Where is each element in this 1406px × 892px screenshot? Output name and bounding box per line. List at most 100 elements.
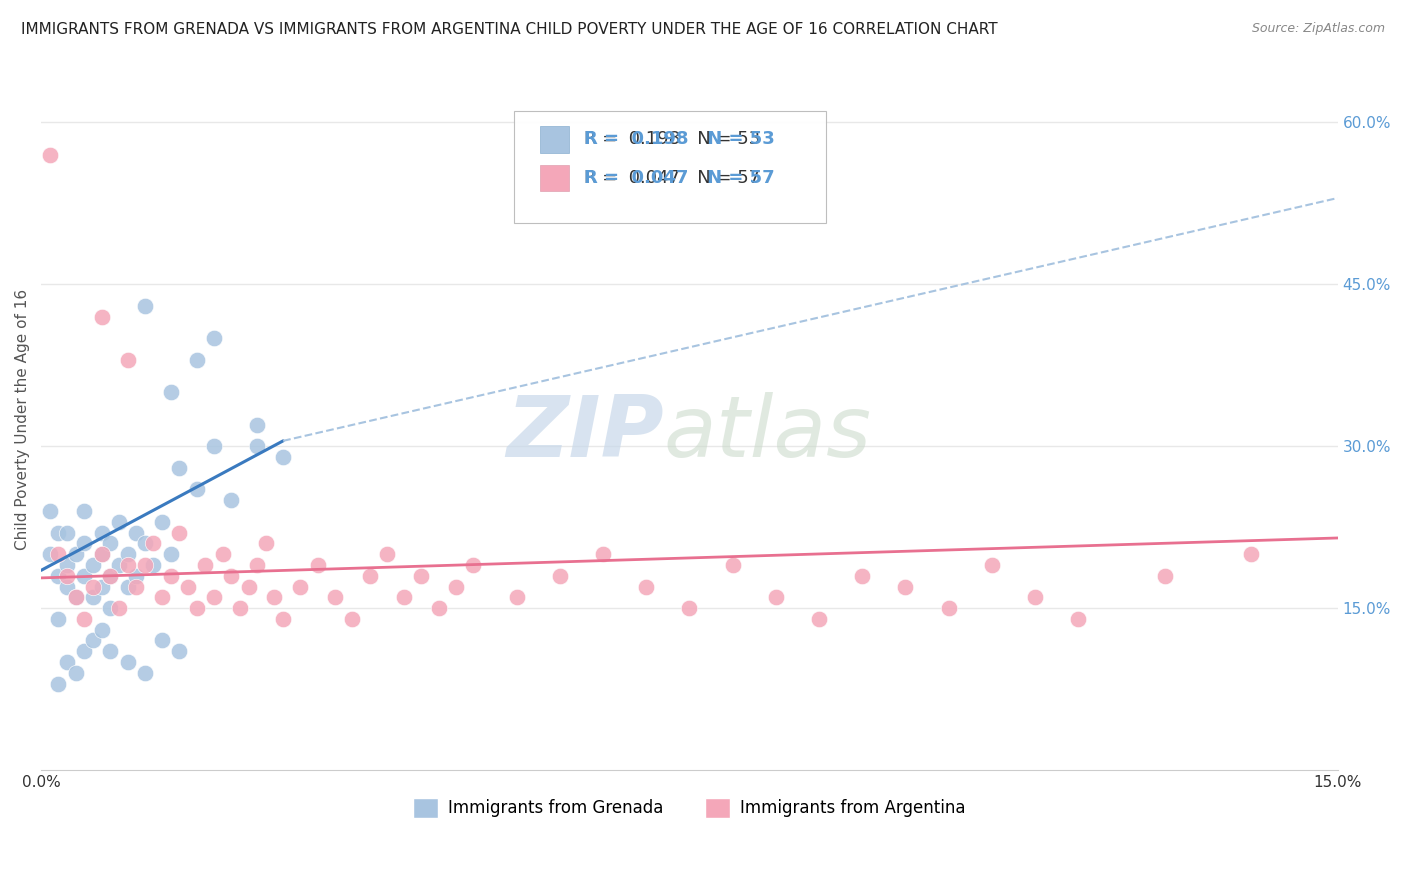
Point [246,439,269,453]
Point [150,633,173,648]
Point [271,450,294,464]
Point [202,331,225,345]
Point [505,591,527,605]
Point [98,568,121,582]
Point [90,310,112,324]
Point [82,591,104,605]
Point [108,558,131,572]
Point [238,580,260,594]
Point [73,504,96,518]
Point [134,299,156,313]
Point [159,385,181,400]
Point [202,439,225,453]
Point [134,558,156,572]
Point [169,644,191,658]
Point [56,558,79,572]
Point [1153,568,1175,582]
Point [125,568,148,582]
Point [125,525,148,540]
Point [194,558,217,572]
Point [938,601,960,615]
Point [980,558,1002,572]
Point [98,536,121,550]
Point [211,547,233,561]
Point [169,525,191,540]
Point [246,417,269,432]
Point [48,547,70,561]
Point [427,601,450,615]
Point [548,568,571,582]
Point [48,612,70,626]
Point [65,591,87,605]
Point [721,558,744,572]
Point [186,352,208,367]
Point [894,580,917,594]
Y-axis label: Child Poverty Under the Age of 16: Child Poverty Under the Age of 16 [15,289,30,549]
Point [229,601,252,615]
Point [678,601,700,615]
Point [38,504,60,518]
Point [202,591,225,605]
Point [142,558,165,572]
Point [48,525,70,540]
Text: R =  0.198   N = 53: R = 0.198 N = 53 [585,130,775,148]
Point [808,612,831,626]
Point [98,601,121,615]
Point [592,547,614,561]
Text: ZIP: ZIP [506,392,664,475]
Point [56,568,79,582]
Point [444,580,467,594]
Point [98,568,121,582]
Point [82,580,104,594]
Point [117,558,139,572]
Point [134,536,156,550]
Text: R =  0.198   N = 53: R = 0.198 N = 53 [585,130,761,148]
Text: atlas: atlas [664,392,872,475]
Point [359,568,381,582]
Point [82,633,104,648]
Point [375,547,398,561]
Point [177,580,200,594]
Point [150,515,173,529]
Point [117,352,139,367]
Point [90,623,112,637]
Point [246,558,269,572]
Point [90,580,112,594]
Point [117,580,139,594]
Text: R =  0.047   N = 57: R = 0.047 N = 57 [585,169,775,187]
Point [392,591,415,605]
Point [90,525,112,540]
FancyBboxPatch shape [540,126,569,153]
Point [65,547,87,561]
Point [636,580,658,594]
Point [65,665,87,680]
Point [82,558,104,572]
Point [411,568,433,582]
Point [90,547,112,561]
Point [1024,591,1046,605]
Point [263,591,285,605]
Point [38,148,60,162]
Point [219,568,242,582]
Text: Source: ZipAtlas.com: Source: ZipAtlas.com [1251,22,1385,36]
Point [125,580,148,594]
Point [38,547,60,561]
FancyBboxPatch shape [540,165,569,191]
Point [142,536,165,550]
Point [1240,547,1263,561]
Point [254,536,277,550]
Point [186,601,208,615]
Point [271,612,294,626]
Point [159,568,181,582]
Point [342,612,364,626]
Point [98,644,121,658]
Point [169,460,191,475]
Point [307,558,329,572]
Point [73,644,96,658]
Point [765,591,787,605]
Point [150,591,173,605]
Point [56,655,79,669]
Point [1067,612,1090,626]
Point [159,547,181,561]
Point [219,493,242,508]
